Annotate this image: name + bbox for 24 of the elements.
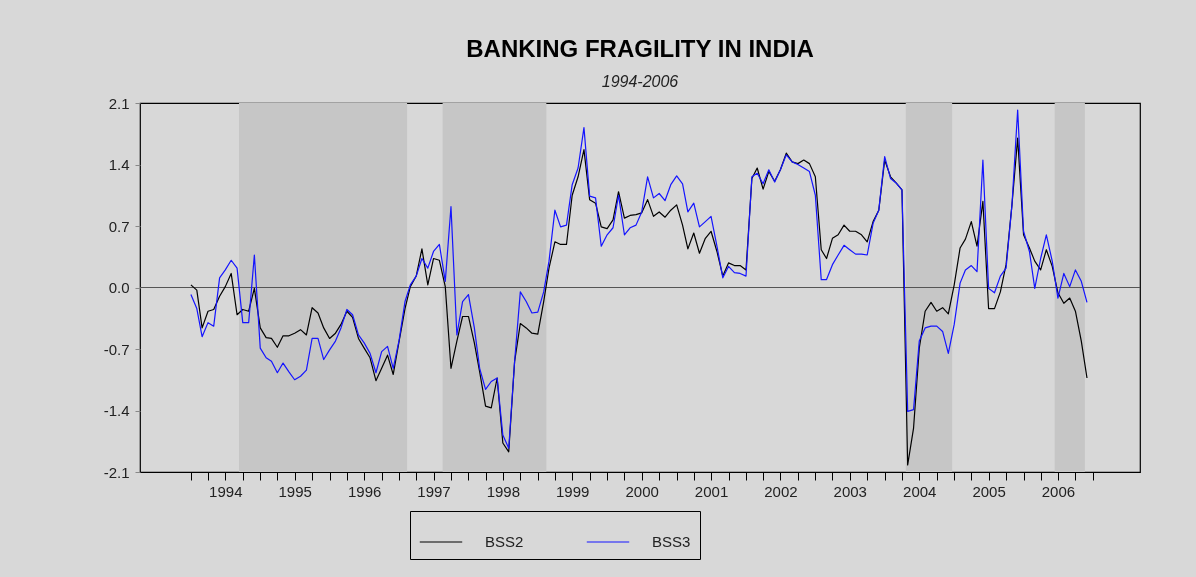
chart-subtitle: 1994-2006 xyxy=(601,73,679,90)
x-tick-label: 2002 xyxy=(764,482,798,500)
x-tick-label: 2004 xyxy=(903,482,937,500)
x-tick-label: 1995 xyxy=(278,482,312,500)
y-tick-label: -2.1 xyxy=(103,463,130,481)
x-tick-label: 2006 xyxy=(1041,482,1076,500)
x-tick-label: 1994 xyxy=(209,482,243,500)
y-tick-label: -0.7 xyxy=(103,340,130,358)
legend-label: BSS2 xyxy=(485,533,524,550)
x-tick-label: 1998 xyxy=(486,482,521,500)
y-tick-label: 0.0 xyxy=(108,279,130,296)
y-tick-label: -1.4 xyxy=(103,402,130,419)
legend-label: BSS3 xyxy=(652,533,691,550)
chart-title: BANKING FRAGILITY IN INDIA xyxy=(466,35,814,62)
x-tick-label: 2005 xyxy=(972,482,1006,500)
y-tick-label: 1.4 xyxy=(108,156,130,173)
x-tick-label: 1999 xyxy=(555,482,590,500)
y-tick-label: 2.1 xyxy=(108,94,130,112)
x-tick-label: 2001 xyxy=(694,482,729,500)
y-tick-label: 0.7 xyxy=(108,217,130,235)
x-tick-label: 2000 xyxy=(625,482,659,500)
x-tick-label: 1997 xyxy=(417,482,451,500)
x-tick-label: 2003 xyxy=(833,482,867,500)
x-tick-label: 1996 xyxy=(347,482,382,500)
